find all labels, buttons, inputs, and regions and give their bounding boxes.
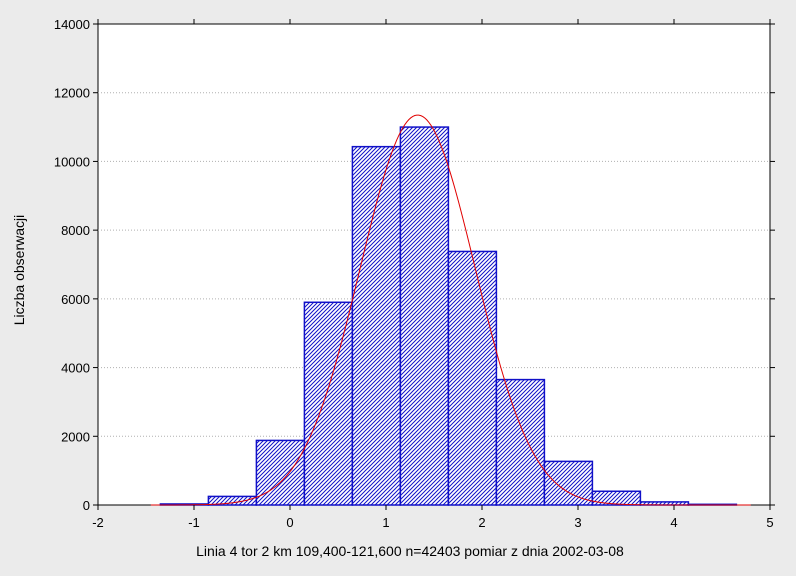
- x-tick-label: 2: [478, 515, 485, 530]
- y-tick-label: 0: [83, 498, 90, 513]
- y-axis-title: Liczba obserwacji: [11, 215, 27, 326]
- histogram-bar: [447, 250, 498, 506]
- normal-fit-curve: [150, 114, 751, 506]
- histogram-bar: [543, 460, 594, 506]
- x-tick-label: -1: [188, 515, 200, 530]
- x-tick-label: 3: [574, 515, 581, 530]
- axes: 0 2000 4000 6000 8000 10000 12000 14000 -2 -1 0 1 2 3…: [54, 17, 775, 530]
- histogram-bar: [351, 145, 402, 506]
- x-tick-label: 0: [286, 515, 293, 530]
- x-tick-label: 1: [382, 515, 389, 530]
- y-tick-label: 12000: [54, 86, 90, 101]
- y-tick-label: 14000: [54, 17, 90, 32]
- histogram-bar: [255, 439, 306, 506]
- normal-curve-line: [150, 114, 751, 506]
- y-tick-label: 2000: [61, 429, 90, 444]
- x-tick-label: -2: [92, 515, 104, 530]
- x-tick-label: 5: [766, 515, 773, 530]
- histogram-bar: [591, 490, 642, 506]
- y-tick-label: 8000: [61, 223, 90, 238]
- histogram-bar: [303, 301, 354, 506]
- x-tick-label: 4: [670, 515, 677, 530]
- histogram-bar: [495, 378, 546, 506]
- y-tick-label: 4000: [61, 361, 90, 376]
- y-tick-label: 10000: [54, 154, 90, 169]
- y-tick-label: 6000: [61, 292, 90, 307]
- histogram-bar: [399, 126, 450, 506]
- x-axis-title: Linia 4 tor 2 km 109,400-121,600 n=42403…: [196, 543, 624, 559]
